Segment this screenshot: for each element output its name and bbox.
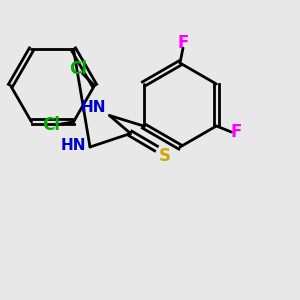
Text: S: S — [159, 147, 171, 165]
Text: F: F — [230, 123, 242, 141]
Text: HN: HN — [80, 100, 106, 116]
Text: HN: HN — [61, 138, 86, 153]
Text: Cl: Cl — [42, 116, 60, 134]
Text: F: F — [177, 34, 189, 52]
Text: Cl: Cl — [69, 60, 87, 78]
